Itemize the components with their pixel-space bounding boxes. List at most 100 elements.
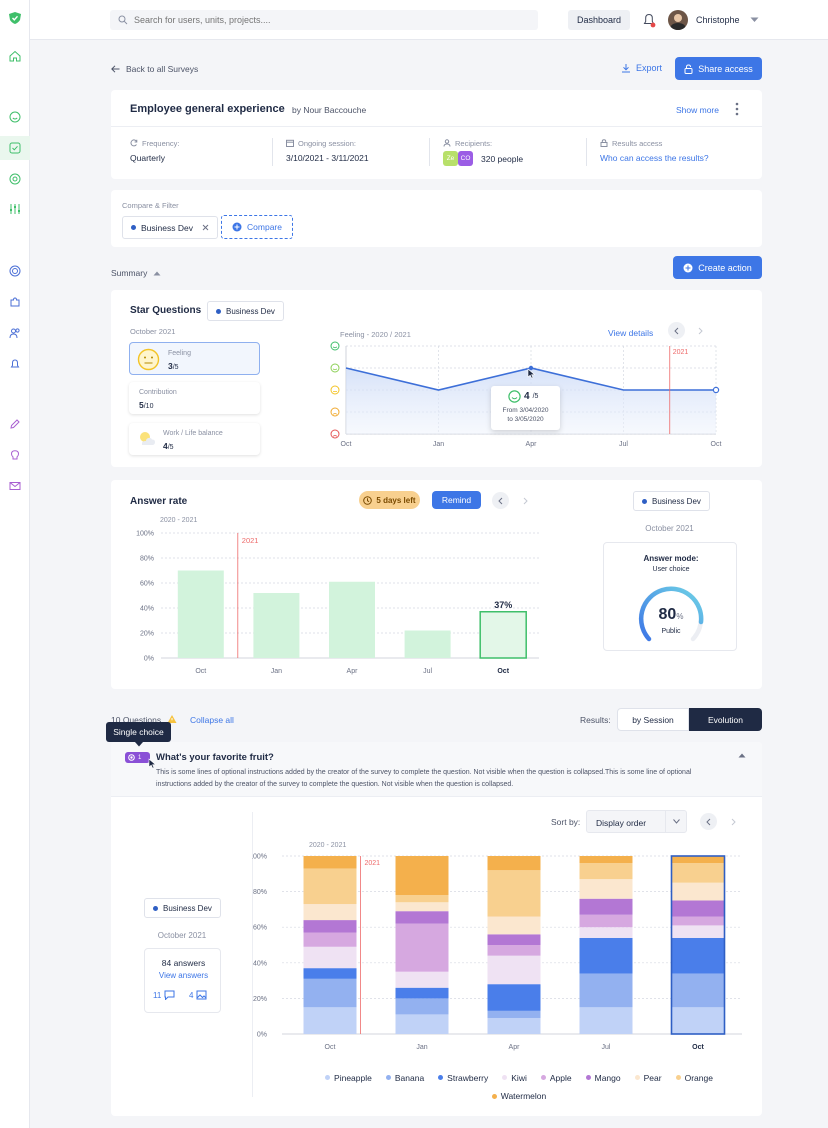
star-item-work-life[interactable]: Work / Life balance 4/5 (129, 423, 260, 455)
chevron-down-icon[interactable] (750, 15, 759, 25)
bar-segment-orange[interactable] (671, 863, 725, 883)
bar-segment-pear[interactable] (671, 882, 725, 901)
next-button[interactable] (725, 813, 742, 830)
bar-segment-orange[interactable] (303, 868, 357, 905)
bell-nav-icon[interactable] (5, 354, 25, 374)
goal-icon[interactable] (5, 261, 25, 281)
line-point[interactable] (712, 386, 720, 394)
bar-segment-strawberry[interactable] (671, 937, 725, 974)
filter-chip-business-dev[interactable]: Business Dev (122, 216, 218, 239)
search-box[interactable] (110, 10, 538, 30)
bar-segment-banana[interactable] (303, 978, 357, 1008)
stacked-bar[interactable] (670, 855, 726, 1035)
show-more-link[interactable]: Show more (676, 105, 719, 115)
star-item-feeling[interactable]: Feeling 3/5 (129, 342, 260, 375)
legend-item-mango[interactable]: Mango (585, 1069, 621, 1087)
more-vertical-icon[interactable] (735, 102, 739, 118)
edit-icon[interactable] (5, 414, 25, 434)
prev-button[interactable] (700, 813, 717, 830)
bar-segment-pineapple[interactable] (487, 1017, 541, 1034)
prev-button[interactable] (668, 322, 685, 339)
line-point[interactable] (528, 365, 534, 371)
bar-segment-pear[interactable] (395, 902, 449, 912)
star-item-contribution[interactable]: Contribution 5/10 (129, 382, 260, 414)
export-button[interactable]: Export (621, 63, 662, 73)
legend-item-banana[interactable]: Banana (385, 1069, 424, 1087)
bar-segment-apple[interactable] (671, 916, 725, 926)
remind-button[interactable]: Remind (432, 491, 481, 509)
legend-item-kiwi[interactable]: Kiwi (502, 1069, 527, 1087)
bar-segment-mango[interactable] (487, 934, 541, 945)
question-header[interactable] (111, 742, 762, 797)
bar-segment-watermelon[interactable] (395, 856, 449, 896)
bar-segment-watermelon[interactable] (487, 856, 541, 871)
home-icon[interactable] (5, 46, 25, 66)
caret-up-icon[interactable] (738, 753, 746, 758)
bar-segment-pineapple[interactable] (671, 1007, 725, 1034)
bar-segment-apple[interactable] (487, 945, 541, 956)
bar-segment-apple[interactable] (395, 923, 449, 972)
star-chip-business-dev[interactable]: Business Dev (207, 301, 284, 321)
answer-rate-bar[interactable] (404, 630, 451, 659)
bar-segment-orange[interactable] (487, 870, 541, 917)
puzzle-icon[interactable] (5, 292, 25, 312)
bar-segment-apple[interactable] (579, 914, 633, 928)
bar-segment-kiwi[interactable] (487, 955, 541, 985)
bar-segment-mango[interactable] (395, 911, 449, 924)
bar-segment-pineapple[interactable] (303, 1007, 357, 1034)
bar-segment-strawberry[interactable] (395, 987, 449, 999)
answer-chip-business-dev[interactable]: Business Dev (633, 491, 710, 511)
smiley-icon[interactable] (5, 107, 25, 127)
by-session-toggle[interactable]: by Session (617, 708, 689, 731)
bar-segment-pineapple[interactable] (579, 1007, 633, 1034)
bar-segment-kiwi[interactable] (671, 925, 725, 938)
bar-segment-mango[interactable] (579, 898, 633, 915)
target-icon[interactable] (5, 169, 25, 189)
survey-check-icon[interactable] (5, 138, 25, 158)
search-input[interactable] (134, 15, 514, 25)
bar-segment-mango[interactable] (303, 920, 357, 933)
sliders-icon[interactable] (5, 199, 25, 219)
stacked-bar[interactable] (395, 856, 449, 1034)
bar-segment-watermelon[interactable] (579, 856, 633, 864)
collapse-all-link[interactable]: Collapse all (190, 715, 234, 725)
dashboard-button[interactable]: Dashboard (568, 10, 630, 30)
images-count[interactable]: 4 (189, 990, 207, 1000)
prev-button[interactable] (492, 492, 509, 509)
user-name[interactable]: Christophe (696, 15, 740, 25)
bar-segment-kiwi[interactable] (579, 927, 633, 938)
compare-button[interactable]: Compare (221, 215, 293, 239)
answer-rate-bar[interactable] (329, 581, 375, 658)
next-button[interactable] (517, 492, 534, 509)
question-chip-business-dev[interactable]: Business Dev (144, 898, 221, 918)
stacked-bar[interactable] (487, 856, 541, 1034)
bar-segment-banana[interactable] (395, 998, 449, 1015)
legend-item-pear[interactable]: Pear (634, 1069, 662, 1087)
create-action-button[interactable]: Create action (673, 256, 762, 279)
bar-segment-strawberry[interactable] (487, 984, 541, 1011)
answer-rate-bar[interactable] (253, 593, 300, 658)
bar-segment-apple[interactable] (303, 932, 357, 947)
bar-segment-watermelon[interactable] (303, 856, 357, 869)
users-icon[interactable] (5, 323, 25, 343)
bar-segment-watermelon[interactable] (671, 856, 725, 864)
bar-segment-banana[interactable] (487, 1010, 541, 1018)
notification-bell-icon[interactable] (642, 12, 656, 30)
answer-rate-bar[interactable] (479, 611, 527, 659)
answer-rate-bar[interactable] (177, 570, 224, 659)
results-access-link[interactable]: Who can access the results? (600, 153, 709, 163)
view-details-link[interactable]: View details (608, 328, 654, 338)
bar-segment-pineapple[interactable] (395, 1014, 449, 1034)
bar-segment-banana[interactable] (671, 973, 725, 1008)
app-logo-icon[interactable] (5, 8, 25, 28)
lightbulb-icon[interactable] (5, 445, 25, 465)
bar-segment-pear[interactable] (487, 916, 541, 935)
legend-item-apple[interactable]: Apple (540, 1069, 572, 1087)
back-link[interactable]: Back to all Surveys (111, 64, 198, 74)
bar-segment-mango[interactable] (671, 900, 725, 917)
legend-item-orange[interactable]: Orange (675, 1069, 713, 1087)
bar-segment-pear[interactable] (303, 904, 357, 921)
stacked-bar[interactable] (303, 856, 357, 1034)
mail-icon[interactable] (5, 476, 25, 496)
view-answers-link[interactable]: View answers (158, 971, 209, 980)
